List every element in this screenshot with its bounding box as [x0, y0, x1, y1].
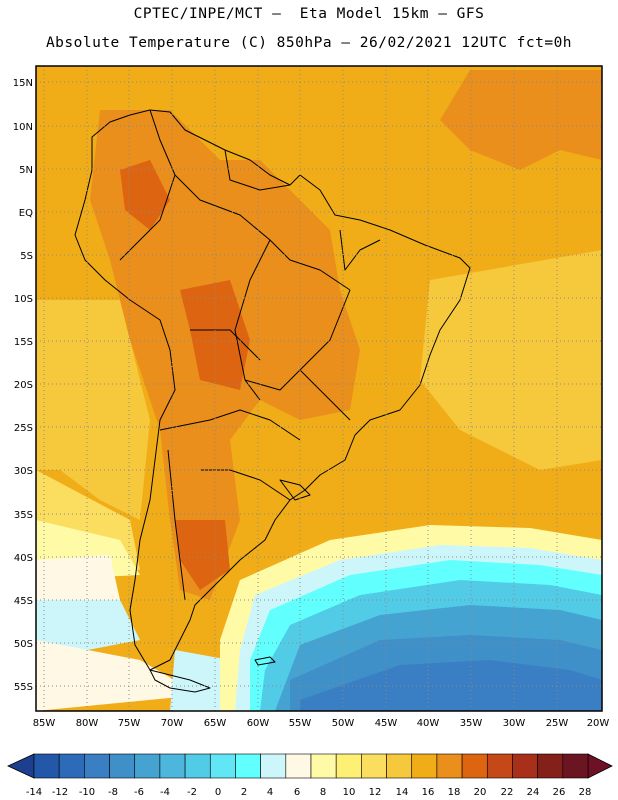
map-title-line2: Absolute Temperature (C) 850hPa – 26/02/… [45, 35, 573, 51]
colorbar-swatch [109, 753, 136, 779]
lat-tick-label: 15S [14, 337, 33, 348]
lon-tick-label: 75W [118, 718, 141, 729]
lat-tick-label: 45S [14, 596, 33, 607]
lat-tick-label: 5S [20, 251, 33, 262]
colorbar-label: 4 [267, 787, 273, 798]
colorbar-label: 26 [553, 787, 566, 798]
lon-tick-label: 80W [76, 718, 99, 729]
colorbar-max-arrow [587, 753, 613, 779]
lon-tick-label: 50W [332, 718, 355, 729]
colorbar-label: -4 [160, 787, 170, 798]
lon-tick-label: 35W [460, 718, 483, 729]
lon-tick-label: 30W [503, 718, 526, 729]
colorbar-swatch [486, 753, 513, 779]
colorbar-swatch [512, 753, 538, 779]
colorbar-swatch [58, 753, 85, 779]
colorbar-swatch [209, 753, 236, 779]
lat-tick-label: 55S [14, 682, 33, 693]
lat-tick-label: EQ [19, 208, 33, 219]
lat-tick-label: 10S [14, 294, 33, 305]
colorbar-swatch [134, 753, 161, 779]
colorbar-swatches [33, 753, 589, 779]
colorbar-label: 12 [369, 787, 382, 798]
lat-tick-label: 30S [14, 466, 33, 477]
lat-tick-label: 5N [19, 165, 33, 176]
colorbar-swatch [361, 753, 387, 779]
map-title-line1: CPTEC/INPE/MCT – Eta Model 15km – GFS [133, 6, 485, 22]
colorbar-min-arrow [7, 753, 35, 779]
colorbar-label: 6 [294, 787, 300, 798]
colorbar-label: -2 [187, 787, 197, 798]
lon-tick-label: 45W [375, 718, 398, 729]
lon-tick-label: 25W [546, 718, 569, 729]
lat-tick-label: 25S [14, 423, 33, 434]
lat-tick-label: 40S [14, 553, 33, 564]
colorbar-swatch [33, 753, 60, 779]
colorbar-label: 28 [579, 787, 592, 798]
colorbar-swatch [285, 753, 312, 779]
colorbar-swatch [537, 753, 564, 779]
latitude-axis: 15N 10N 5N EQ 5S 10S 15S 20S 25S 30S 35S… [13, 78, 33, 693]
colorbar-swatch [310, 753, 337, 779]
colorbar-label: 14 [396, 787, 409, 798]
colorbar-label: 2 [241, 787, 247, 798]
colorbar-label: 8 [320, 787, 326, 798]
colorbar: -14 -12 -10 -8 -6 -4 -2 0 2 4 6 8 10 12 … [7, 753, 613, 798]
coastlines-and-borders [74, 109, 471, 693]
colorbar-label: 10 [343, 787, 356, 798]
colorbar-label: 16 [422, 787, 435, 798]
colorbar-label: -8 [108, 787, 118, 798]
colorbar-label: -6 [134, 787, 144, 798]
colorbar-swatch [436, 753, 463, 779]
longitude-axis: 85W 80W 75W 70W 65W 60W 55W 50W 45W 40W … [33, 718, 610, 729]
lat-tick-label: 10N [13, 122, 33, 133]
colorbar-swatch [260, 753, 287, 779]
colorbar-label: 0 [215, 787, 221, 798]
lat-tick-label: 20S [14, 380, 33, 391]
colorbar-label: 20 [474, 787, 487, 798]
colorbar-label: -14 [26, 787, 42, 798]
colorbar-swatch [235, 753, 261, 779]
colorbar-swatch [461, 753, 488, 779]
lat-tick-label: 15N [13, 78, 33, 89]
map-frame [35, 65, 603, 712]
colorbar-swatch [335, 753, 362, 779]
temperature-field [36, 66, 602, 711]
colorbar-swatch [562, 753, 589, 779]
lon-tick-label: 20W [587, 718, 610, 729]
lon-tick-label: 40W [417, 718, 440, 729]
colorbar-label: 24 [527, 787, 540, 798]
colorbar-swatch [84, 753, 110, 779]
lon-tick-label: 60W [247, 718, 270, 729]
colorbar-swatch [184, 753, 211, 779]
lon-tick-label: 70W [161, 718, 184, 729]
colorbar-swatch [411, 753, 438, 779]
lon-tick-label: 85W [33, 718, 56, 729]
colorbar-label: -12 [52, 787, 68, 798]
lon-tick-label: 55W [289, 718, 312, 729]
colorbar-labels: -14 -12 -10 -8 -6 -4 -2 0 2 4 6 8 10 12 … [26, 787, 592, 798]
lat-tick-label: 50S [14, 639, 33, 650]
colorbar-label: 18 [448, 787, 461, 798]
lat-tick-label: 35S [14, 510, 33, 521]
colorbar-swatch [386, 753, 413, 779]
colorbar-label: 22 [501, 787, 514, 798]
colorbar-label: -10 [79, 787, 95, 798]
lon-tick-label: 65W [204, 718, 227, 729]
colorbar-swatch [159, 753, 186, 779]
